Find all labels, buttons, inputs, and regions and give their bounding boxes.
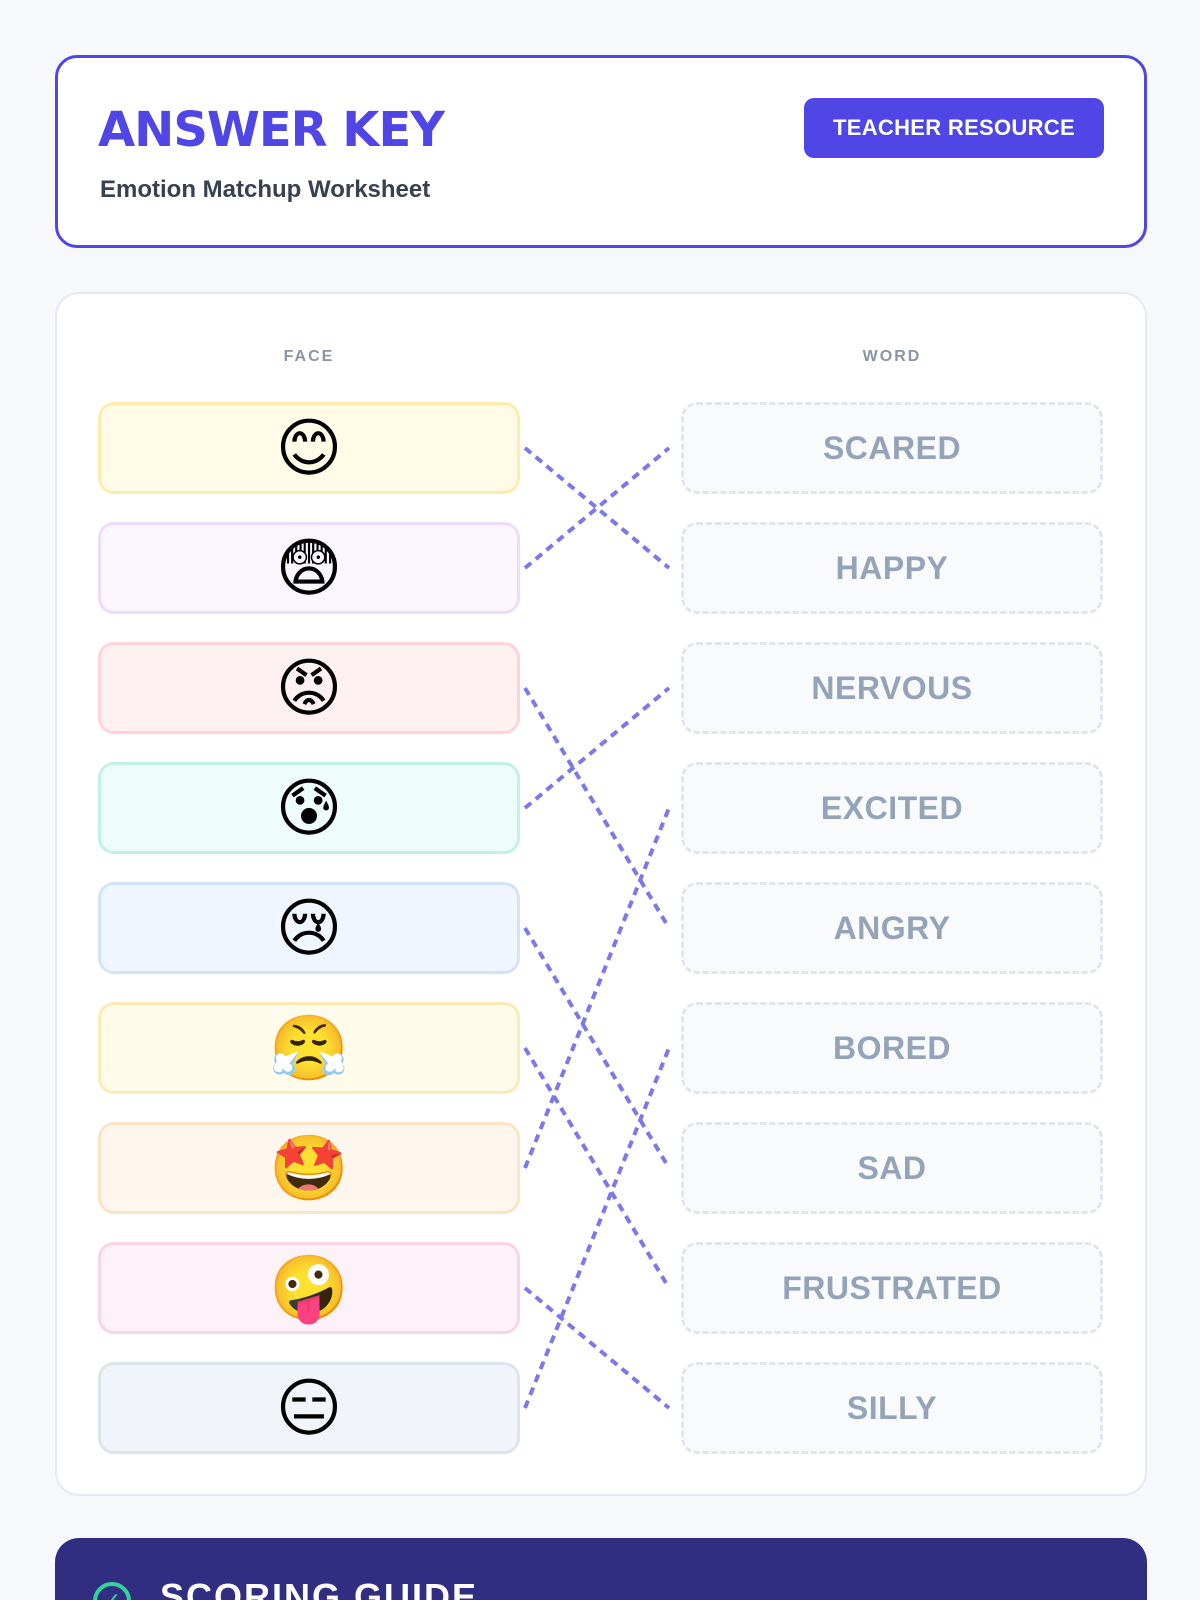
match-line (523, 686, 671, 930)
zany-face-icon: 🤪 (269, 1252, 349, 1324)
anxious-sweat-face-icon: 😰 (275, 772, 343, 844)
scoring-guide-title: SCORING GUIDE (160, 1576, 479, 1600)
word-card-happy: HAPPY (681, 522, 1103, 614)
check-circle-icon: ✓ (93, 1582, 131, 1600)
face-card: 😨 (98, 522, 520, 614)
face-card: 😰 (98, 762, 520, 854)
matching-panel: FACE WORD 😊 😨 😡 😰 😢 😤 🤩 🤪 😑 SCARED HAPPY NERVOUS EXC… (55, 292, 1147, 1496)
crying-face-icon: 😢 (275, 892, 343, 964)
page-title: ANSWER KEY (98, 102, 445, 158)
angry-face-icon: 😡 (275, 652, 343, 724)
face-card: 😤 (98, 1002, 520, 1094)
match-line (523, 446, 671, 570)
word-card-scared: SCARED (681, 402, 1103, 494)
word-card-nervous: NERVOUS (681, 642, 1103, 734)
word-card-angry: ANGRY (681, 882, 1103, 974)
match-line (523, 926, 671, 1170)
word-card-frustrated: FRUSTRATED (681, 1242, 1103, 1334)
match-line (523, 686, 671, 810)
steam-nose-face-icon: 😤 (269, 1012, 349, 1084)
match-line (523, 1047, 671, 1409)
fearful-face-icon: 😨 (275, 532, 343, 604)
page-subtitle: Emotion Matchup Worksheet (100, 176, 431, 203)
match-line (523, 1046, 671, 1290)
word-column-header: WORD (862, 348, 922, 365)
star-struck-face-icon: 🤩 (269, 1132, 349, 1204)
match-line (523, 807, 671, 1169)
face-card: 😊 (98, 402, 520, 494)
face-card: 😑 (98, 1362, 520, 1454)
teacher-resource-badge: TEACHER RESOURCE (804, 98, 1104, 158)
face-card: 😡 (98, 642, 520, 734)
face-card: 🤩 (98, 1122, 520, 1214)
face-card: 😢 (98, 882, 520, 974)
smiling-face-icon: 😊 (275, 412, 343, 484)
word-card-excited: EXCITED (681, 762, 1103, 854)
answer-key-header: ANSWER KEY Emotion Matchup Worksheet TEA… (55, 55, 1147, 248)
match-line (523, 1286, 671, 1410)
word-card-silly: SILLY (681, 1362, 1103, 1454)
face-card: 🤪 (98, 1242, 520, 1334)
word-card-sad: SAD (681, 1122, 1103, 1214)
word-card-bored: BORED (681, 1002, 1103, 1094)
expressionless-face-icon: 😑 (275, 1372, 343, 1444)
scoring-guide-bar: ✓ SCORING GUIDE (55, 1538, 1147, 1600)
match-line (523, 446, 671, 570)
face-column-header: FACE (283, 348, 335, 365)
